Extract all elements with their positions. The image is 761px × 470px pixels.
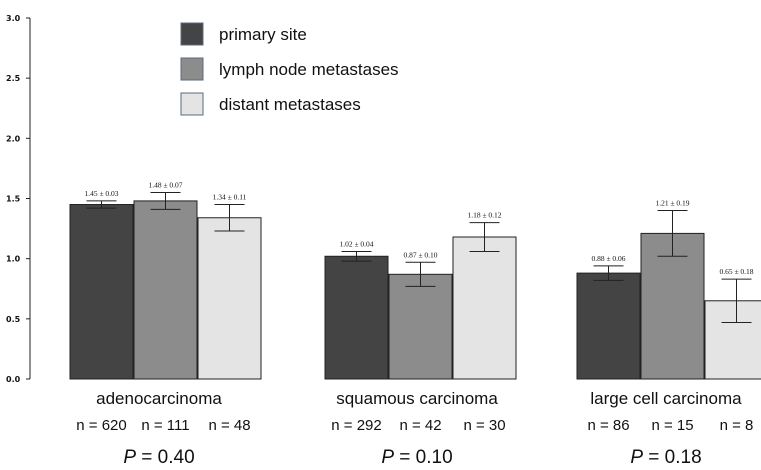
p-value-label: P = 0.18 bbox=[630, 447, 701, 468]
sample-size-label: n = 42 bbox=[399, 417, 441, 434]
y-tick-label: 0.0 bbox=[6, 375, 21, 384]
category-label: large cell carcinoma bbox=[590, 389, 742, 408]
sample-size-labels: n = 620 n = 111 n = 48 n = 292 n = 42 n = 30 n… bbox=[76, 417, 753, 434]
data-label: 1.18 ± 0.12 bbox=[467, 211, 501, 220]
bar bbox=[640, 232, 705, 380]
sample-size-label: n = 292 bbox=[331, 417, 381, 434]
category-label: squamous carcinoma bbox=[336, 389, 498, 408]
bar bbox=[197, 217, 262, 380]
legend-label: primary site bbox=[219, 25, 307, 44]
sample-size-label: n = 111 bbox=[141, 417, 189, 434]
data-label: 0.65 ± 0.18 bbox=[719, 267, 753, 276]
error-bars bbox=[86, 191, 752, 323]
p-value-text: = 0.18 bbox=[643, 447, 702, 468]
category-label: adenocarcinoma bbox=[96, 389, 222, 408]
bars bbox=[69, 200, 761, 380]
bar bbox=[324, 255, 389, 380]
bar bbox=[69, 204, 134, 380]
data-label: 1.48 ± 0.07 bbox=[148, 180, 182, 189]
legend-swatch bbox=[180, 92, 204, 116]
bar bbox=[704, 300, 761, 380]
sample-size-label: n = 8 bbox=[720, 417, 754, 434]
bar bbox=[388, 273, 453, 380]
p-value-text: = 0.40 bbox=[136, 447, 195, 468]
data-label: 0.87 ± 0.10 bbox=[403, 250, 437, 259]
y-tick-label: 2.5 bbox=[6, 74, 21, 83]
y-tick-label: 1.0 bbox=[6, 255, 21, 264]
value-labels: 1.45 ± 0.03 1.48 ± 0.07 1.34 ± 0.11 1.02 ± … bbox=[84, 180, 753, 276]
data-label: 1.21 ± 0.19 bbox=[655, 199, 689, 208]
y-axis-ticks: 0.0 0.5 1.0 1.5 2.0 2.5 3.0 bbox=[6, 14, 30, 384]
data-label: 1.34 ± 0.11 bbox=[213, 193, 247, 202]
p-value-labels: P = 0.40 P = 0.10 P = 0.18 bbox=[123, 447, 701, 468]
y-tick-label: 0.5 bbox=[6, 315, 21, 324]
legend-swatch bbox=[180, 22, 204, 46]
group-labels: adenocarcinoma squamous carcinoma large ce… bbox=[96, 389, 742, 408]
sample-size-label: n = 48 bbox=[208, 417, 250, 434]
bar bbox=[452, 236, 517, 380]
p-symbol: P bbox=[123, 447, 136, 468]
sample-size-label: n = 620 bbox=[76, 417, 126, 434]
y-tick-label: 2.0 bbox=[6, 134, 21, 143]
sample-size-label: n = 30 bbox=[463, 417, 505, 434]
legend-label: distant metastases bbox=[219, 95, 361, 114]
data-label: 1.45 ± 0.03 bbox=[84, 189, 118, 198]
sample-size-label: n = 86 bbox=[587, 417, 629, 434]
p-symbol: P bbox=[381, 447, 394, 468]
p-value-text: = 0.10 bbox=[394, 447, 453, 468]
p-value-label: P = 0.10 bbox=[381, 447, 452, 468]
data-label: 0.88 ± 0.06 bbox=[591, 254, 625, 263]
p-value-label: P = 0.40 bbox=[123, 447, 194, 468]
bar bbox=[133, 200, 198, 380]
legend: primary site lymph node metastases distant… bbox=[180, 22, 399, 116]
p-symbol: P bbox=[630, 447, 643, 468]
sample-size-label: n = 15 bbox=[651, 417, 693, 434]
legend-swatch bbox=[180, 57, 204, 81]
y-tick-label: 3.0 bbox=[6, 14, 21, 23]
y-tick-label: 1.5 bbox=[6, 195, 21, 204]
legend-label: lymph node metastases bbox=[219, 60, 399, 79]
bar bbox=[576, 272, 641, 380]
data-label: 1.02 ± 0.04 bbox=[339, 239, 373, 248]
